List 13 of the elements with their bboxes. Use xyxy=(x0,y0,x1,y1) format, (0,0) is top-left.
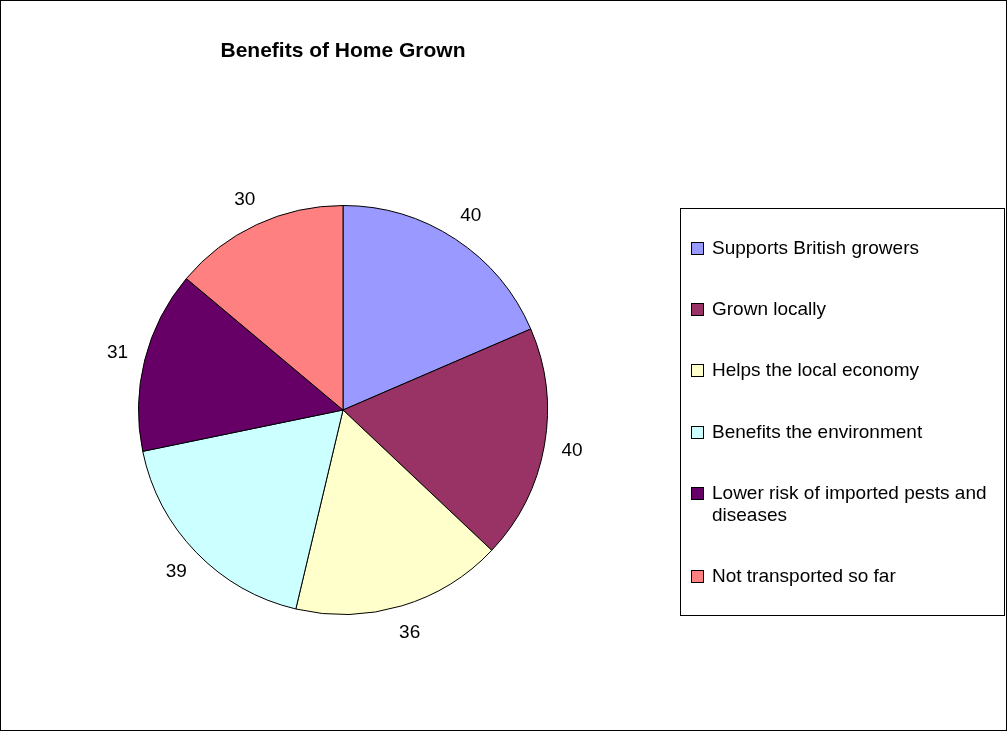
data-label: 40 xyxy=(561,438,583,460)
data-label: 31 xyxy=(107,341,129,363)
legend-label: Supports British growers xyxy=(712,236,919,259)
data-label: 40 xyxy=(460,203,482,225)
legend-label: Benefits the environment xyxy=(712,420,923,443)
data-label: 39 xyxy=(165,560,187,582)
legend-label: Helps the local economy xyxy=(712,359,919,382)
legend-label: Lower risk of imported pests and diseases xyxy=(712,481,988,526)
data-label: 30 xyxy=(234,187,256,209)
chart-title: Benefits of Home Grown xyxy=(219,38,467,62)
legend-label: Not transported so far xyxy=(712,565,896,588)
data-label: 36 xyxy=(399,620,421,642)
legend-label: Grown locally xyxy=(712,297,827,320)
